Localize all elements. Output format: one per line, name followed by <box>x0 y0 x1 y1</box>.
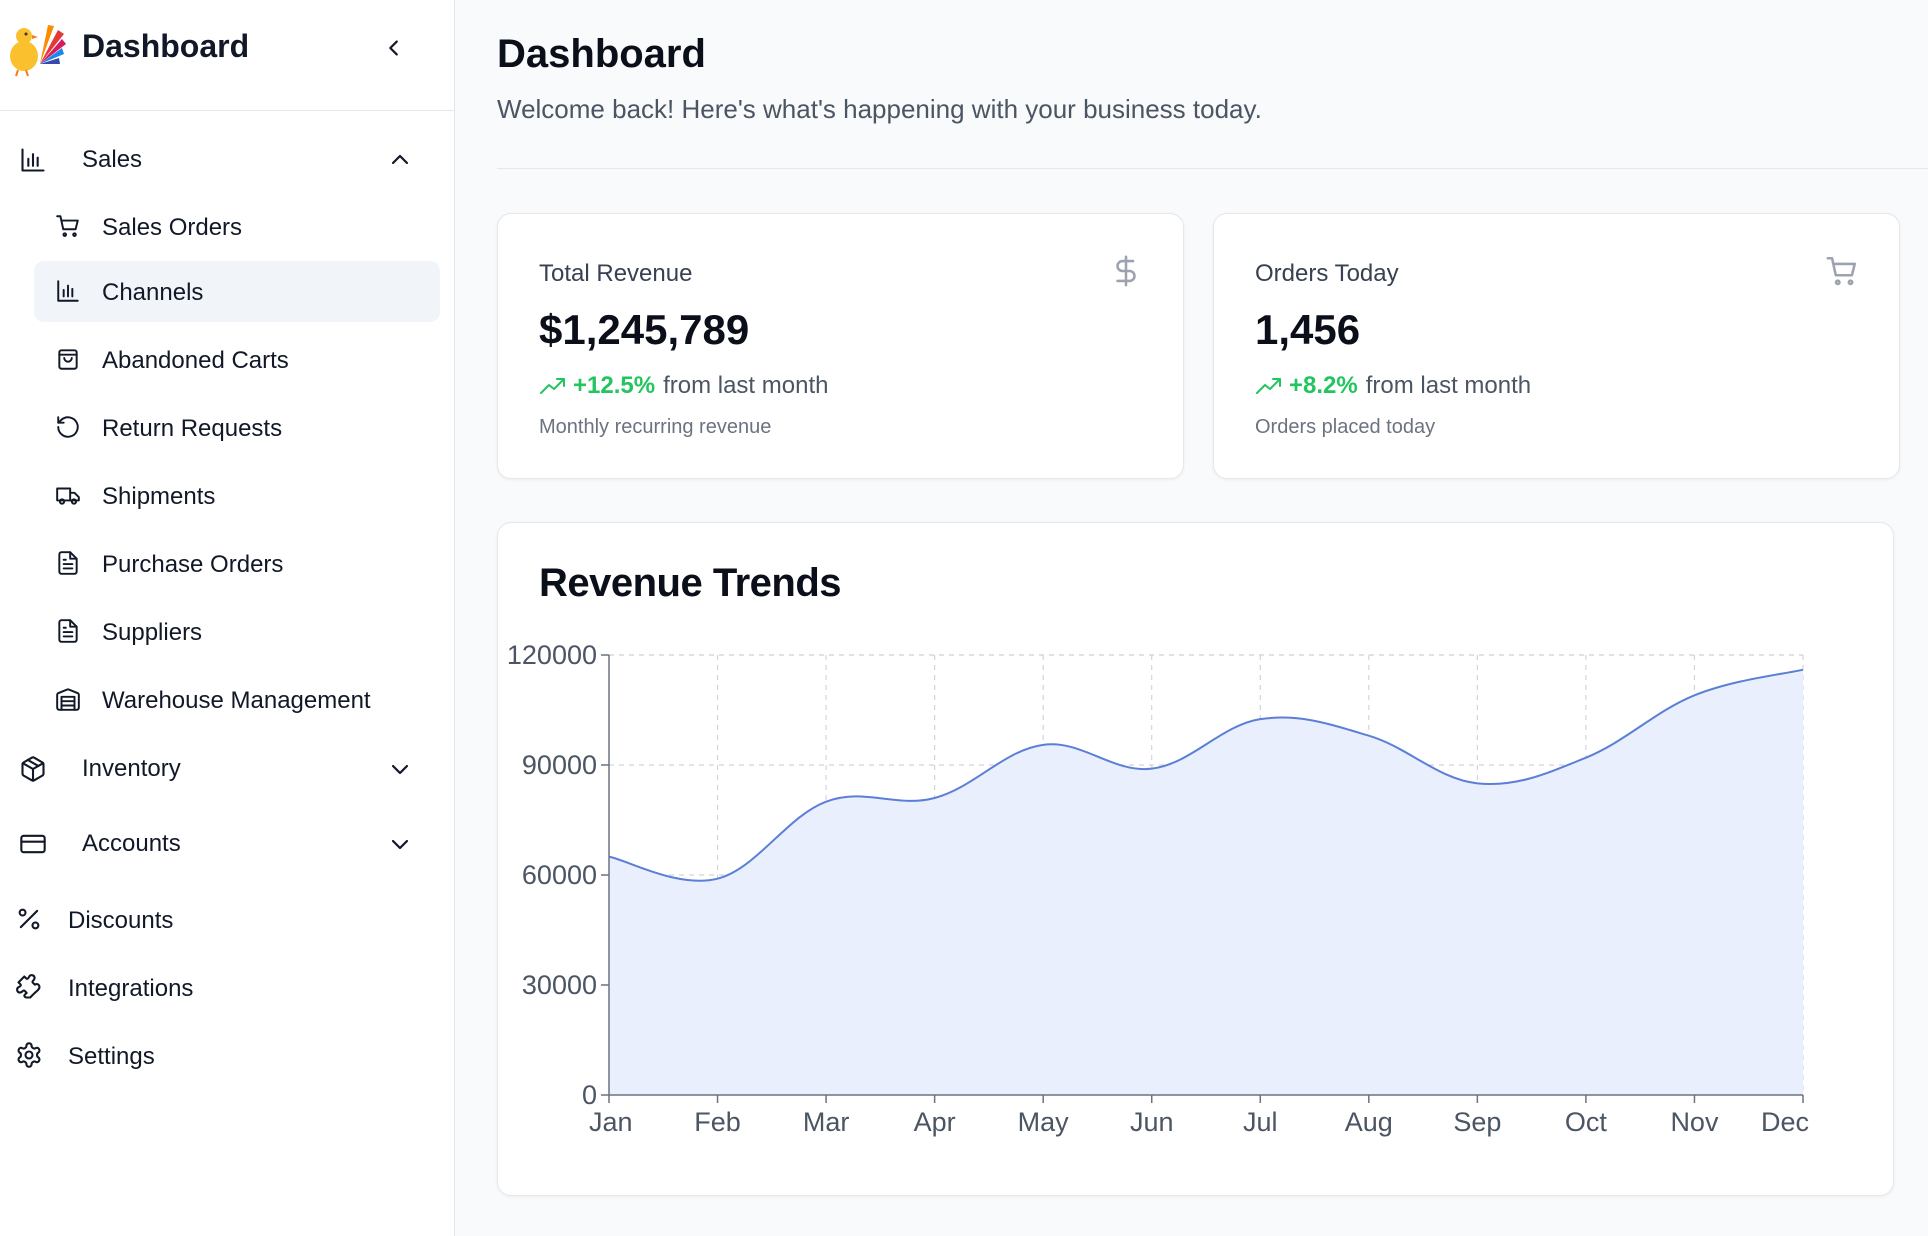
x-tick-label: Dec <box>1761 1107 1809 1137</box>
kpi-trend: +8.2% from last month <box>1255 372 1531 400</box>
kpi-card-total-revenue: Total Revenue $1,245,789 +12.5% from las… <box>497 213 1184 479</box>
revenue-trends-card: Revenue Trends 0 30000 60000 90000 120000 Jan… <box>497 522 1894 1196</box>
chevron-down-icon <box>388 832 412 856</box>
page-subtitle: Welcome back! Here's what's happening wi… <box>497 94 1262 124</box>
sidebar-group-label: Accounts <box>82 830 181 857</box>
file-text-icon <box>53 548 83 578</box>
logo-icon <box>10 25 66 77</box>
sidebar-item-label: Abandoned Carts <box>102 347 289 374</box>
y-tick-label: 90000 <box>522 750 597 780</box>
sidebar-item-discounts[interactable]: Discounts <box>0 899 455 939</box>
trending-up-icon <box>540 378 565 394</box>
sidebar-item-label: Channels <box>102 279 204 306</box>
kpi-description: Monthly recurring revenue <box>539 416 772 438</box>
chevron-down-icon <box>388 757 412 781</box>
sidebar-item-label: Return Requests <box>102 415 283 442</box>
x-tick-label: Feb <box>694 1107 741 1137</box>
sidebar-header: Dashboard <box>0 0 454 111</box>
kpi-title: Orders Today <box>1255 260 1399 287</box>
sidebar-item-shipments[interactable]: Shipments <box>34 472 440 518</box>
area-fill <box>609 669 1803 1095</box>
sidebar-item-channels[interactable]: Channels <box>34 261 440 322</box>
trending-up-icon <box>1256 378 1281 394</box>
box-icon <box>18 754 48 784</box>
x-tick-label: Mar <box>803 1107 850 1137</box>
y-tick-label: 60000 <box>522 860 597 890</box>
y-tick-label: 120000 <box>507 640 597 670</box>
sidebar-item-purchase-orders[interactable]: Purchase Orders <box>34 540 440 586</box>
page-title: Dashboard <box>497 32 706 76</box>
sidebar-group-sales[interactable]: Sales <box>0 142 455 178</box>
credit-card-icon <box>18 829 48 859</box>
sidebar-item-label: Shipments <box>102 483 216 510</box>
kpi-trend-text: from last month <box>663 372 829 399</box>
sidebar-item-label: Suppliers <box>102 619 203 646</box>
kpi-value: 1,456 <box>1255 306 1361 353</box>
truck-icon <box>53 480 83 510</box>
x-tick-label: Jan <box>589 1107 633 1137</box>
dollar-icon <box>1109 254 1143 288</box>
percent-icon <box>14 904 44 934</box>
puzzle-icon <box>14 972 44 1002</box>
warehouse-icon <box>53 684 83 714</box>
kpi-description: Orders placed today <box>1255 416 1436 438</box>
cart-icon <box>53 211 83 241</box>
kpi-change: +12.5% <box>573 372 656 399</box>
sidebar-item-suppliers[interactable]: Suppliers <box>34 608 440 654</box>
kpi-value: $1,245,789 <box>539 306 750 353</box>
sidebar-item-label: Settings <box>68 1043 155 1070</box>
kpi-title: Total Revenue <box>539 260 693 287</box>
kpi-trend: +12.5% from last month <box>539 372 828 400</box>
gear-icon <box>14 1040 44 1070</box>
y-tick-label: 0 <box>582 1080 597 1110</box>
sidebar-group-accounts[interactable]: Accounts <box>0 826 455 862</box>
x-tick-label: Apr <box>914 1107 956 1137</box>
chart-title: Revenue Trends <box>539 561 842 605</box>
sidebar-item-return-requests[interactable]: Return Requests <box>34 404 440 450</box>
x-tick-label: May <box>1018 1107 1070 1137</box>
sidebar-group-label: Inventory <box>82 755 181 782</box>
chevron-left-icon <box>389 40 398 56</box>
sidebar-item-label: Discounts <box>68 907 174 934</box>
sidebar-item-abandoned-carts[interactable]: Abandoned Carts <box>34 336 440 382</box>
sidebar-item-label: Purchase Orders <box>102 551 284 578</box>
rotate-ccw-icon <box>53 412 83 442</box>
cart-icon <box>1825 254 1859 288</box>
x-tick-label: Sep <box>1453 1107 1501 1137</box>
sidebar-item-settings[interactable]: Settings <box>0 1035 455 1075</box>
revenue-trends-chart: 0 30000 60000 90000 120000 Jan Feb Mar Apr May Jun… <box>507 640 1809 1137</box>
x-tick-label: Jul <box>1243 1107 1278 1137</box>
y-tick-label: 30000 <box>522 970 597 1000</box>
main-content: Dashboard Welcome back! Here's what's ha… <box>455 0 1928 1236</box>
series-line <box>608 668 1804 882</box>
x-tick-label: Oct <box>1565 1107 1608 1137</box>
chevron-up-icon <box>388 148 412 172</box>
sidebar-group-inventory[interactable]: Inventory <box>0 751 455 787</box>
file-text-icon <box>53 616 83 646</box>
kpi-trend-text: from last month <box>1365 372 1532 399</box>
sidebar-group-label: Sales <box>82 146 143 173</box>
sidebar: Dashboard Sales Sales Orders <box>0 0 455 1236</box>
bar-chart-icon <box>53 276 83 306</box>
bar-chart-icon <box>18 145 48 175</box>
sidebar-item-integrations[interactable]: Integrations <box>0 967 455 1007</box>
app-title: Dashboard <box>82 28 250 64</box>
bag-icon <box>53 344 83 374</box>
sidebar-item-sales-orders[interactable]: Sales Orders <box>34 203 440 249</box>
x-tick-label: Jun <box>1130 1107 1174 1137</box>
collapse-sidebar-button[interactable] <box>380 34 408 62</box>
sidebar-item-label: Warehouse Management <box>102 687 371 714</box>
x-tick-label: Nov <box>1670 1107 1719 1137</box>
header-divider <box>497 168 1928 169</box>
sidebar-item-label: Sales Orders <box>102 214 243 241</box>
sidebar-item-label: Integrations <box>68 975 194 1002</box>
sidebar-item-warehouse-management[interactable]: Warehouse Management <box>34 676 440 722</box>
kpi-card-orders-today: Orders Today 1,456 +8.2% from last month… <box>1213 213 1900 479</box>
x-tick-label: Aug <box>1345 1107 1393 1137</box>
kpi-change: +8.2% <box>1289 372 1358 399</box>
